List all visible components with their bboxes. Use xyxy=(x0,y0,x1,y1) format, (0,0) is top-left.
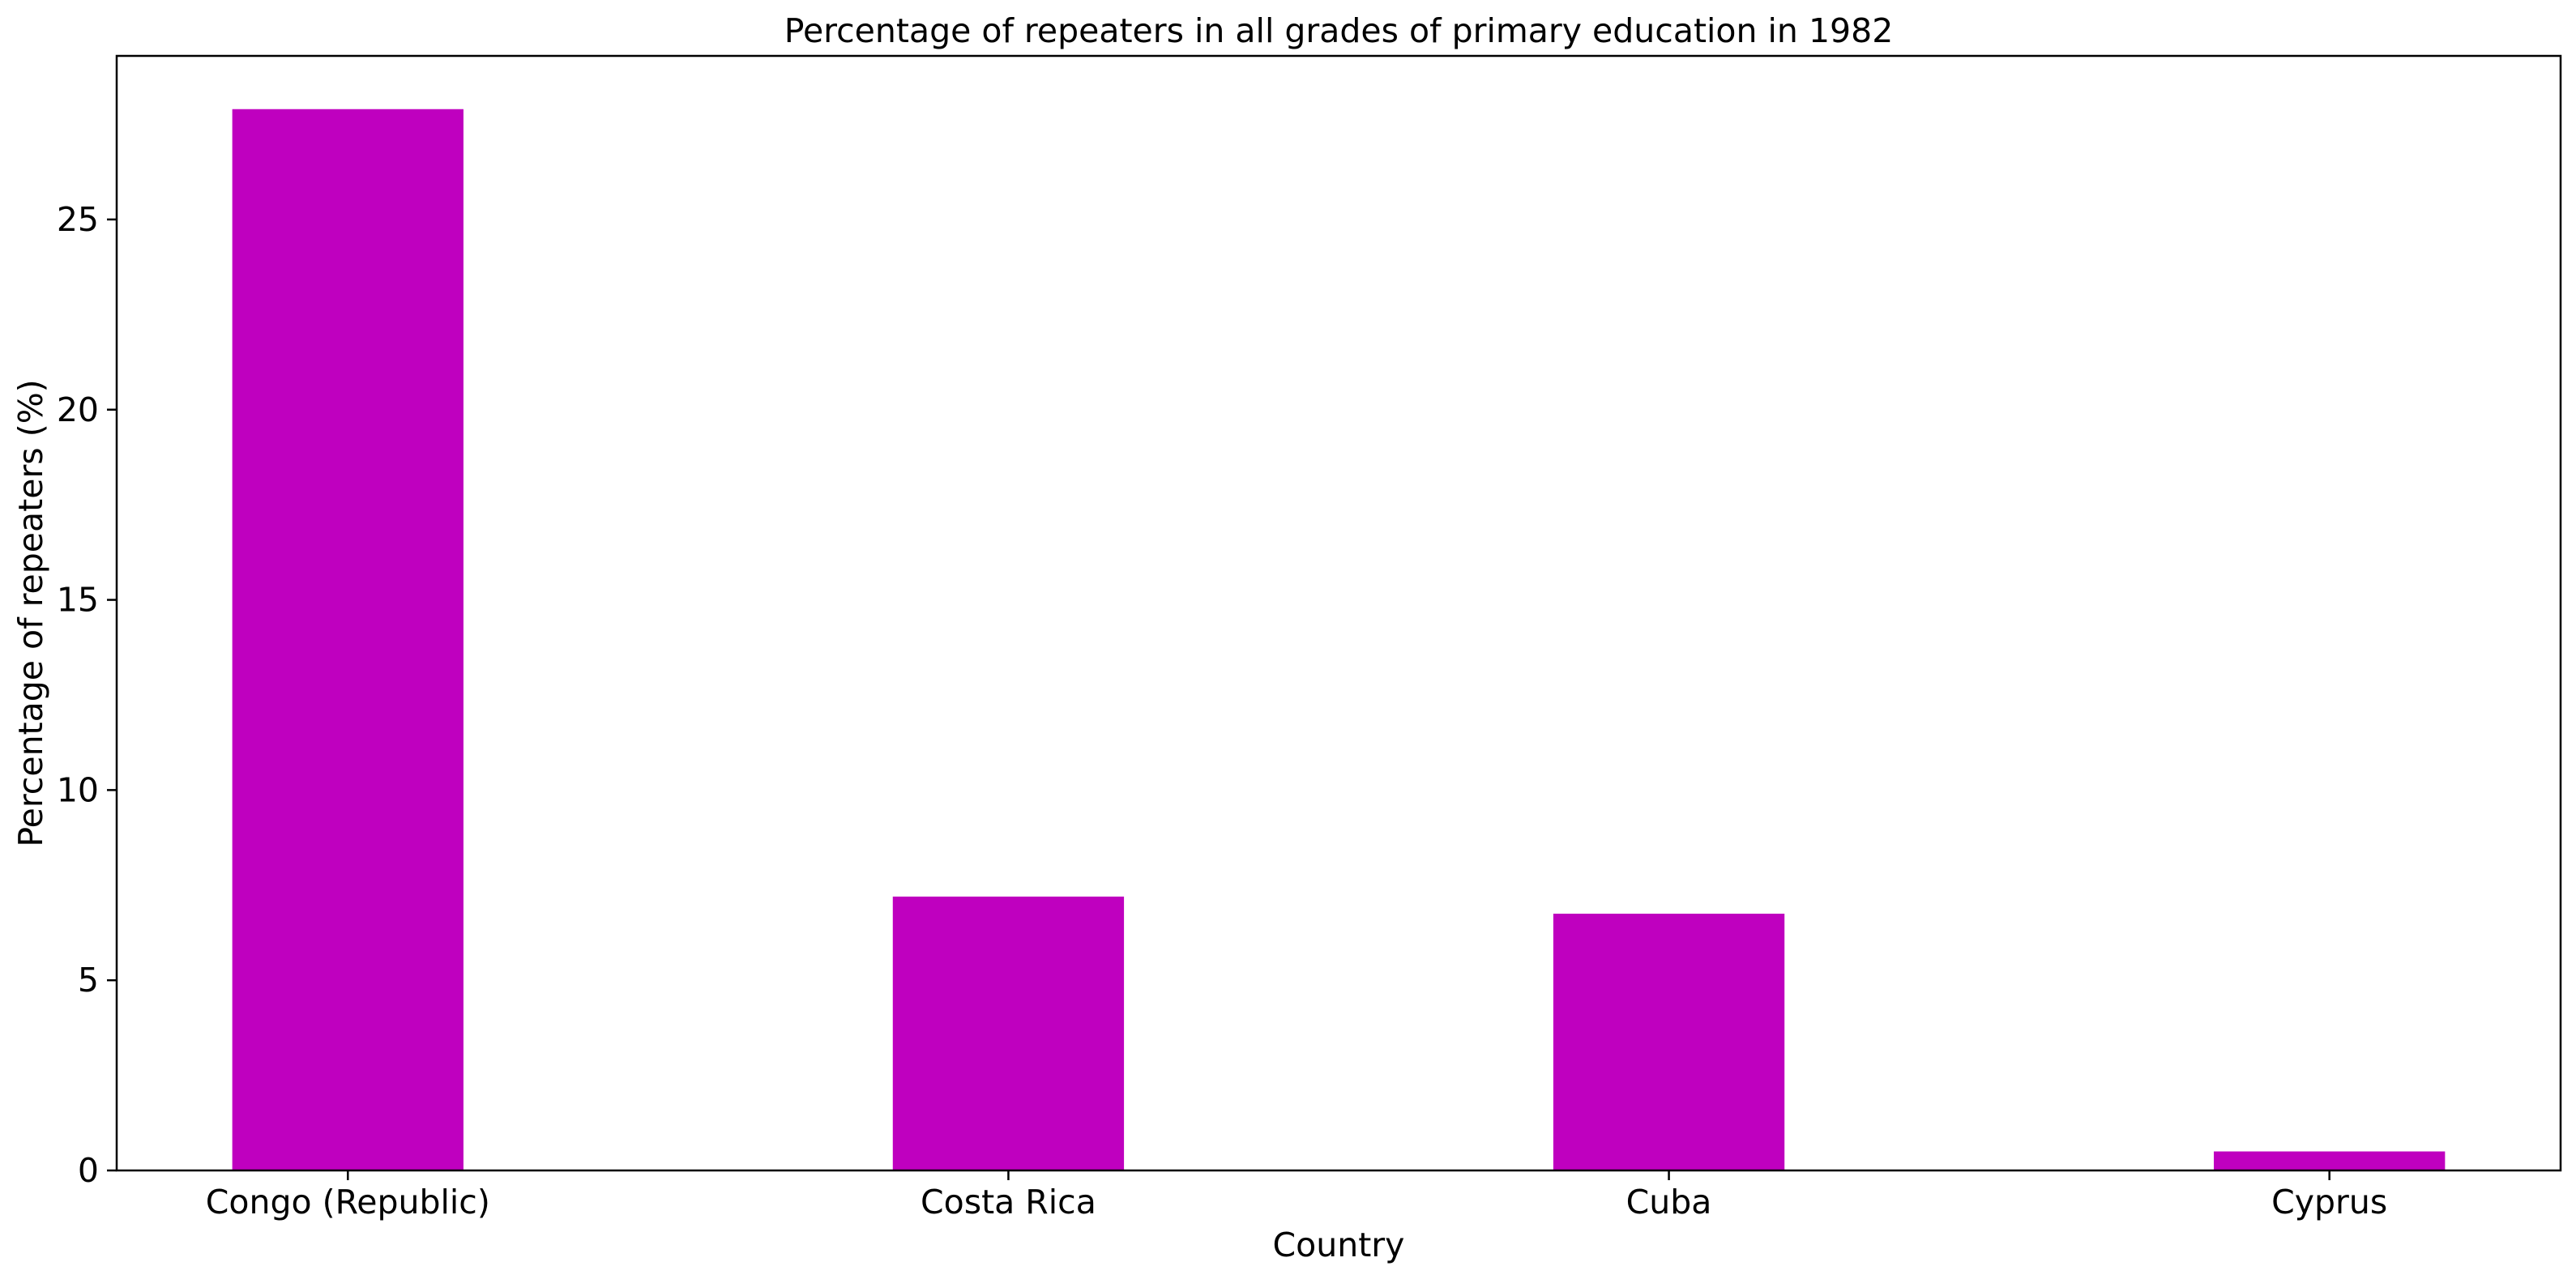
y-tick-label: 25 xyxy=(57,200,99,239)
x-tick-label: Cuba xyxy=(1626,1183,1712,1221)
bar-costa-rica xyxy=(892,896,1125,1170)
y-tick-label: 10 xyxy=(57,770,99,809)
y-tick-label: 0 xyxy=(78,1151,99,1190)
bar-cyprus xyxy=(2214,1151,2446,1170)
x-tick-label: Congo (Republic) xyxy=(206,1183,490,1221)
x-axis-ticks: Congo (Republic) Costa Rica Cuba Cyprus xyxy=(206,1170,2387,1221)
plot-frame xyxy=(115,54,2562,1172)
y-tick-label: 20 xyxy=(57,390,99,429)
y-tick-label: 5 xyxy=(78,961,99,1000)
x-axis-label: Country xyxy=(1273,1226,1405,1264)
chart-title: Percentage of repeaters in all grades of… xyxy=(784,11,1894,50)
y-axis-ticks: 0 5 10 15 20 25 xyxy=(57,200,117,1190)
bar-cuba xyxy=(1553,914,1785,1170)
plot-area: 0 5 10 15 20 25 Congo (Republic) Costa Rica Cub… xyxy=(57,54,2562,1221)
bars xyxy=(232,109,2446,1170)
y-axis-label: Percentage of repeaters (%) xyxy=(11,379,50,846)
x-tick-label: Cyprus xyxy=(2271,1183,2387,1221)
x-tick-label: Costa Rica xyxy=(921,1183,1096,1221)
y-tick-label: 15 xyxy=(57,581,99,620)
bar-congo-republic xyxy=(232,109,464,1170)
